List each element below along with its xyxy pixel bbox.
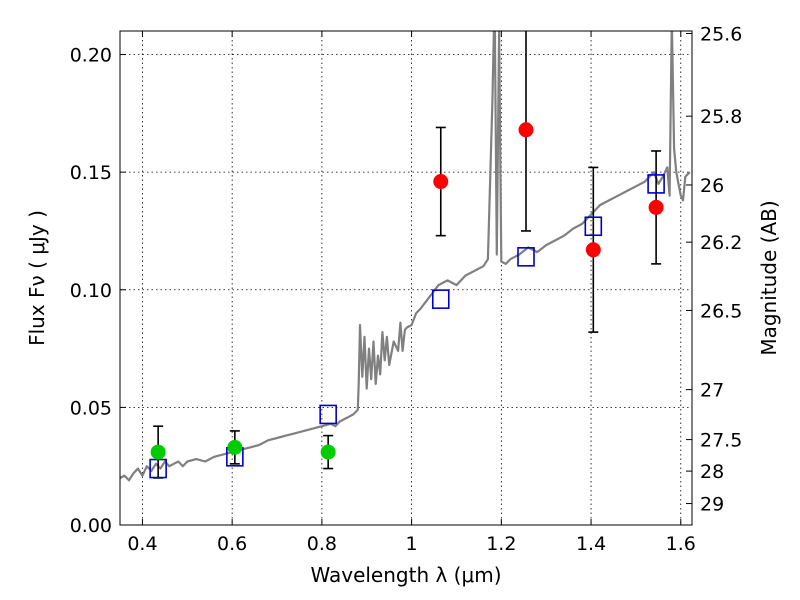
y2-tick-label: 27.5	[700, 430, 742, 452]
grid-lines	[120, 31, 692, 526]
axis-ticks: 0.4 0.6 0.8 1 1.2 1.4 1.6 0.00 0.05 0.10 0.15 0.20 2…	[70, 23, 743, 555]
observed-flux-point	[518, 122, 534, 138]
x-tick-label: 1.2	[486, 533, 516, 555]
y2-tick-label: 27	[700, 380, 724, 402]
y-tick-label: 0.20	[70, 45, 112, 67]
plot-frame	[119, 30, 693, 526]
x-tick-label: 1	[406, 533, 418, 555]
y2-tick-label: 25.8	[700, 106, 742, 128]
model-photometry-square	[584, 216, 603, 237]
model-spectrum-line	[120, 31, 691, 482]
y2-tick-label: 28	[700, 461, 724, 483]
observed-flux-point	[320, 444, 336, 460]
y2-axis-title: Magnitude (AB)	[757, 200, 781, 355]
observed-flux-point	[585, 242, 601, 258]
observed-flux-point	[150, 444, 166, 460]
x-tick-label: 0.8	[307, 533, 337, 555]
observed-flux-point	[433, 174, 449, 190]
x-tick-label: 0.6	[217, 533, 247, 555]
model-photometry-square	[319, 404, 337, 425]
model-photometry-square	[517, 247, 535, 267]
x-tick-label: 0.4	[127, 533, 157, 555]
observed-flux-point	[648, 199, 664, 215]
y2-tick-label: 25.6	[700, 23, 742, 45]
y2-tick-label: 26.5	[700, 300, 742, 322]
data-layer	[120, 31, 691, 482]
model-photometry-square	[647, 174, 665, 194]
y-axis-title: Flux Fν ( μJy )	[25, 210, 49, 346]
y-tick-label: 0.00	[70, 515, 112, 537]
x-tick-label: 1.4	[576, 533, 606, 555]
observed-flux-point	[227, 439, 243, 455]
y-tick-label: 0.15	[70, 162, 112, 184]
y-tick-label: 0.10	[70, 280, 112, 302]
x-axis-title: Wavelength λ (μm)	[310, 563, 501, 587]
x-tick-label: 1.6	[666, 533, 696, 555]
y2-tick-label: 26	[700, 175, 724, 197]
y-tick-label: 0.05	[70, 397, 112, 419]
model-photometry-square	[431, 289, 450, 309]
y2-tick-label: 26.2	[700, 232, 742, 254]
y2-tick-label: 29	[700, 494, 724, 516]
